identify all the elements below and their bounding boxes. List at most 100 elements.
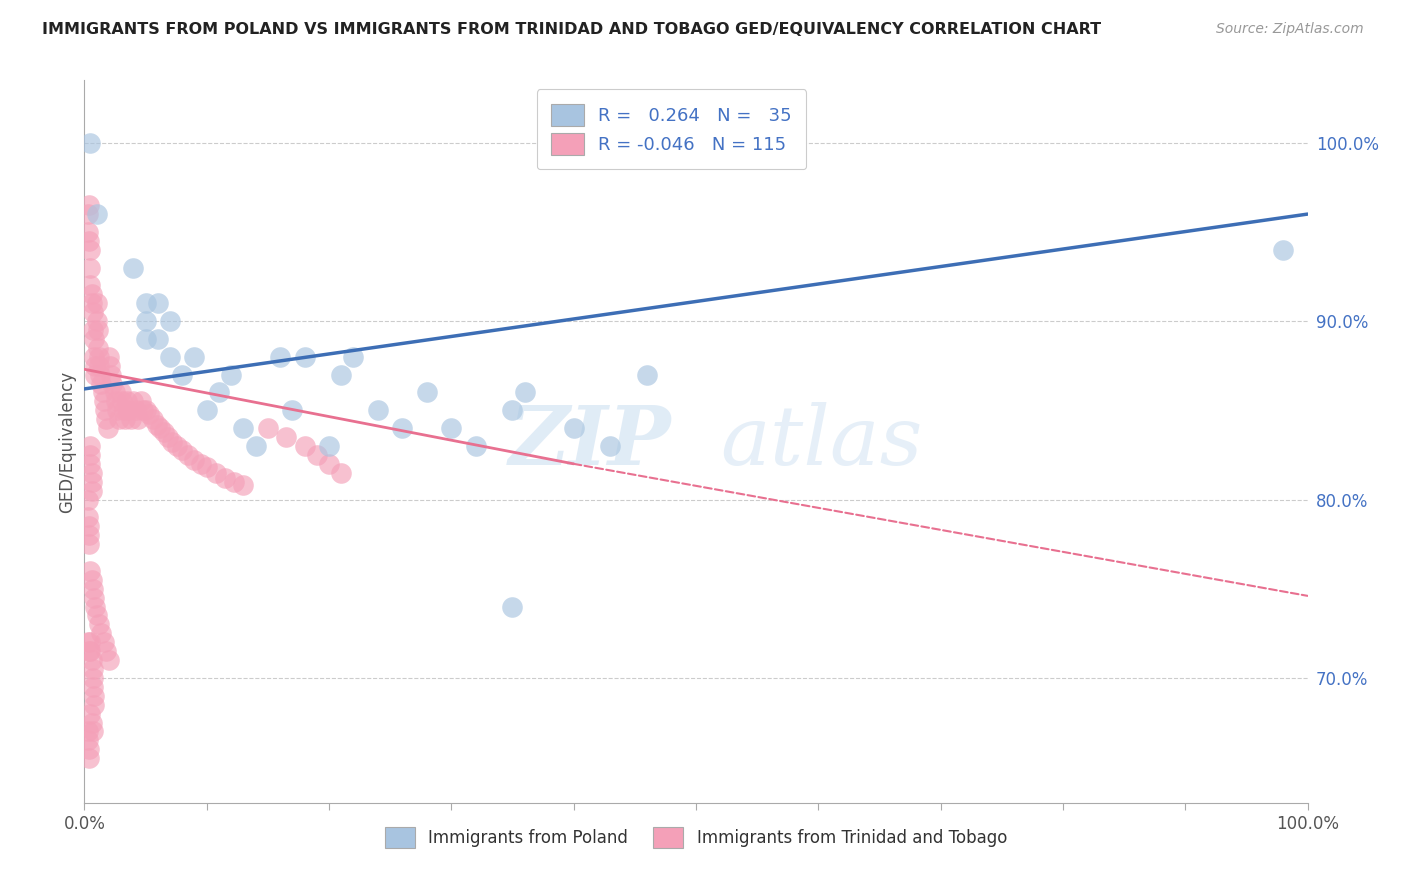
Point (93, 635, 115, 649)
Point (117, 403, 139, 417)
Point (391, 421, 413, 435)
Point (77, 724, 100, 739)
Point (82, 305, 104, 319)
Point (636, 368, 658, 382)
Point (97, 653, 120, 667)
Legend: Immigrants from Poland, Immigrants from Trinidad and Tobago: Immigrants from Poland, Immigrants from … (377, 819, 1015, 856)
Point (87, 359, 110, 373)
Text: ZIP: ZIP (509, 401, 672, 482)
Point (172, 368, 194, 382)
Point (104, 385, 127, 400)
Point (84, 368, 107, 382)
Point (97, 421, 120, 435)
Point (96, 644, 118, 658)
Point (79, 439, 101, 453)
Point (146, 296, 169, 310)
Point (79, 706, 101, 721)
Point (190, 457, 212, 471)
Text: IMMIGRANTS FROM POLAND VS IMMIGRANTS FROM TRINIDAD AND TOBAGO GED/EQUIVALENCY CO: IMMIGRANTS FROM POLAND VS IMMIGRANTS FRO… (42, 22, 1101, 37)
Point (91, 385, 114, 400)
Point (129, 394, 152, 409)
Point (87, 341, 110, 355)
Point (93, 394, 115, 409)
Y-axis label: GED/Equivalency: GED/Equivalency (58, 370, 76, 513)
Point (77, 751, 100, 765)
Point (94, 403, 117, 417)
Text: Source: ZipAtlas.com: Source: ZipAtlas.com (1216, 22, 1364, 37)
Point (80, 287, 103, 301)
Point (77, 528, 100, 542)
Point (562, 421, 585, 435)
Point (281, 403, 304, 417)
Point (79, 448, 101, 462)
Point (77, 207, 100, 221)
Point (79, 136, 101, 150)
Point (122, 260, 145, 275)
Point (107, 412, 129, 426)
Point (162, 435, 184, 450)
Point (100, 368, 122, 382)
Point (132, 403, 155, 417)
Point (90, 376, 112, 391)
Point (97, 350, 120, 364)
Point (318, 457, 340, 471)
Point (1272, 243, 1295, 257)
Point (127, 412, 149, 426)
Point (105, 394, 128, 409)
Point (112, 403, 135, 417)
Point (83, 698, 105, 712)
Point (142, 412, 165, 426)
Point (79, 278, 101, 293)
Point (87, 350, 110, 364)
Point (82, 671, 104, 685)
Point (86, 296, 108, 310)
Point (416, 385, 439, 400)
Point (82, 323, 104, 337)
Point (83, 332, 105, 346)
Point (115, 394, 138, 409)
Point (294, 350, 316, 364)
Point (77, 492, 100, 507)
Point (135, 296, 157, 310)
Point (214, 471, 236, 485)
Point (305, 448, 328, 462)
Point (257, 421, 280, 435)
Point (105, 403, 128, 417)
Point (276, 430, 298, 444)
Point (79, 457, 101, 471)
Point (135, 403, 157, 417)
Point (77, 644, 100, 658)
Point (79, 564, 101, 578)
Point (232, 478, 254, 492)
Point (77, 733, 100, 747)
Point (146, 332, 169, 346)
Point (79, 635, 101, 649)
Point (77, 198, 100, 212)
Point (82, 724, 104, 739)
Point (172, 442, 194, 457)
Point (83, 591, 105, 605)
Point (83, 350, 105, 364)
Point (159, 314, 181, 328)
Point (77, 519, 100, 533)
Point (122, 394, 145, 409)
Point (101, 376, 124, 391)
Point (125, 403, 148, 417)
Point (135, 332, 157, 346)
Point (111, 394, 134, 409)
Point (245, 439, 267, 453)
Point (145, 417, 167, 432)
Point (513, 385, 536, 400)
Point (269, 350, 291, 364)
Point (80, 475, 103, 489)
Point (79, 243, 101, 257)
Point (98, 359, 121, 373)
Point (195, 460, 218, 475)
Point (232, 421, 254, 435)
Point (208, 385, 231, 400)
Point (86, 314, 108, 328)
Point (80, 466, 103, 480)
Point (86, 207, 108, 221)
Point (330, 368, 353, 382)
Point (159, 350, 181, 364)
